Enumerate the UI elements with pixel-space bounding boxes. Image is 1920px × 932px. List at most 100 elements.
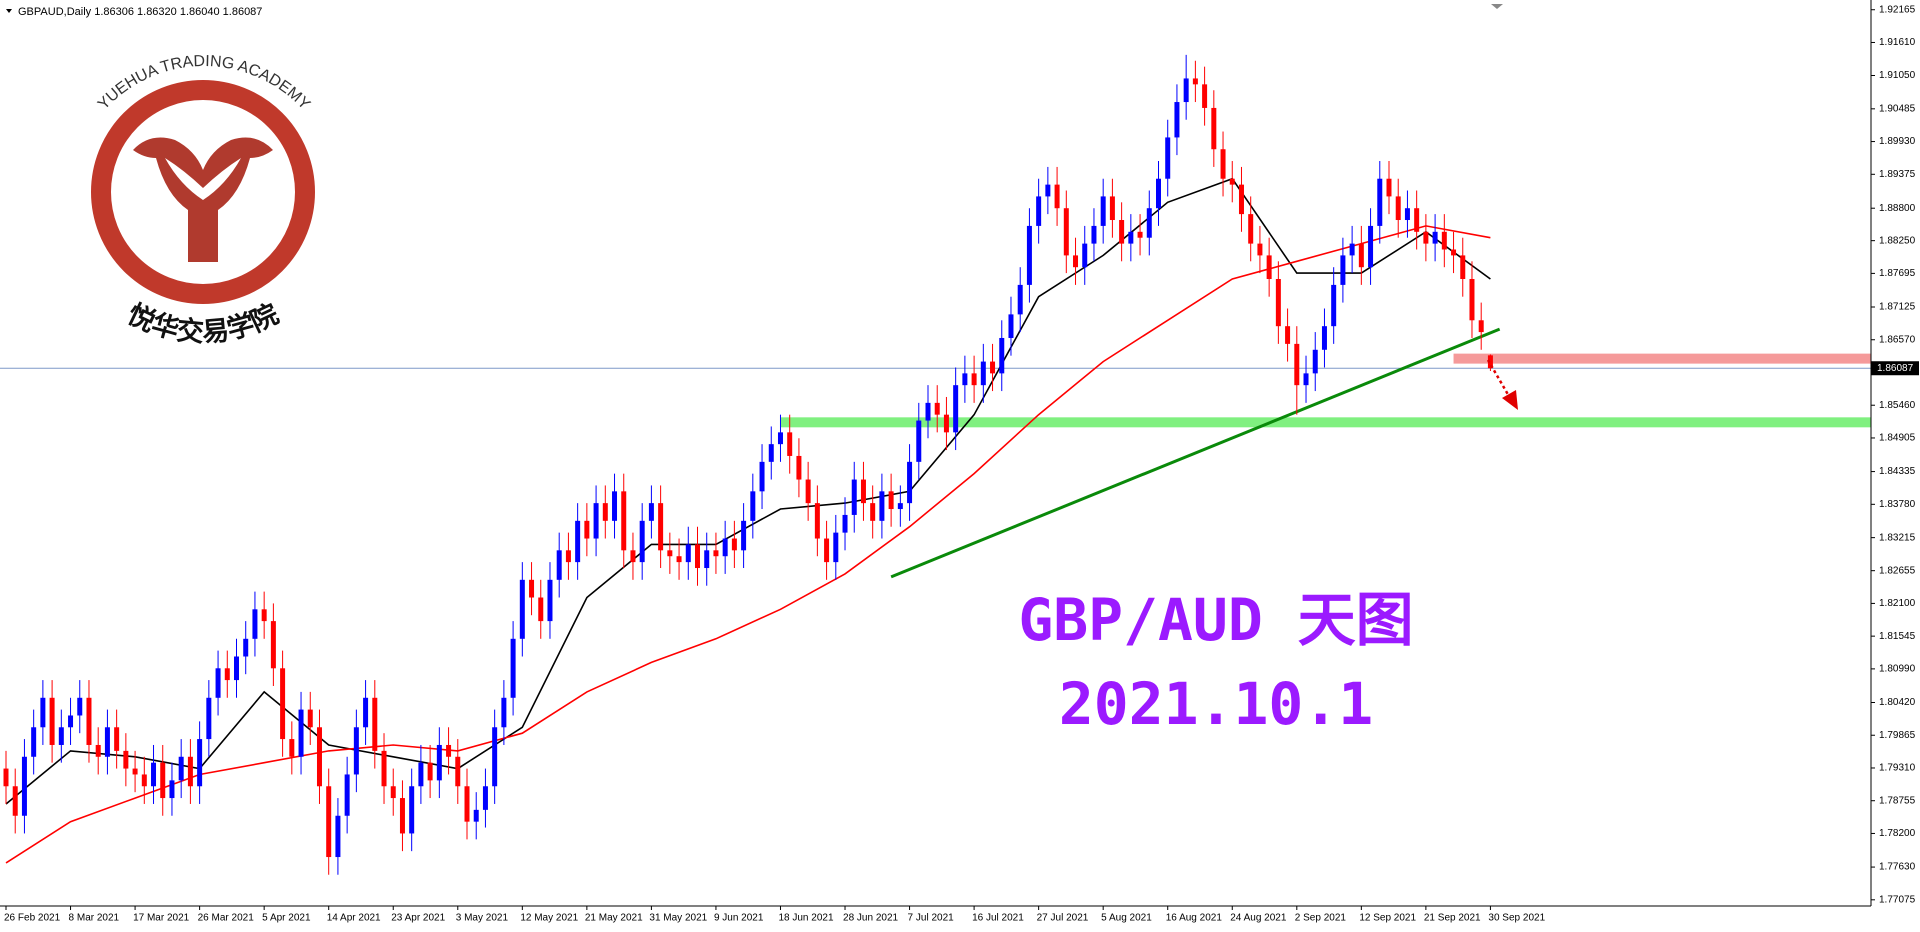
chart-subtitle: 2021.10.1 [1059,670,1373,738]
scroll-marker[interactable] [1491,4,1503,9]
y-tick-label: 1.89930 [1879,136,1916,147]
candle-body [1128,231,1134,244]
candle-body [390,786,396,799]
logo: YUEHUA TRADING ACADEMY 悦华交易学院 [91,53,315,348]
candle-body [446,744,452,757]
candle-body [1469,278,1475,321]
candle-body [759,461,765,492]
candle-body [1045,184,1051,197]
candle-body [1165,137,1171,179]
candle-body [630,550,636,563]
candle-body [381,750,387,787]
y-tick-label: 1.78755 [1879,795,1916,806]
candle-body [556,550,562,580]
candle-body [326,786,332,858]
candle-body [519,579,525,639]
candle-body [1211,107,1217,150]
candle-body [1229,178,1235,185]
candle-body [667,550,673,557]
candle-body [648,503,654,521]
candle-body [741,520,747,551]
candle-body [593,503,599,539]
x-tick-label: 21 May 2021 [585,913,643,924]
candle-body [1248,214,1254,244]
candle-body [1174,102,1180,138]
candle-body [141,774,147,787]
x-tick-label: 26 Feb 2021 [4,913,61,924]
candle-body [123,750,129,769]
candle-body [824,538,830,563]
candle-body [1386,178,1392,197]
candle-body [215,668,221,698]
candle-body [1137,231,1143,238]
candle-body [418,762,424,787]
candle-body [1073,255,1079,268]
candle-body [602,503,608,521]
candle-body [768,444,774,462]
candle-body [713,550,719,557]
x-tick-label: 5 Apr 2021 [262,913,311,924]
candle-body [1423,231,1429,244]
menu-triangle[interactable] [6,9,12,13]
candle-body [1312,349,1318,374]
candle-body [289,739,295,757]
candle-body [1257,243,1263,256]
last-price-box [1871,361,1919,376]
x-tick-label: 21 Sep 2021 [1424,913,1481,924]
candle-body [169,780,175,799]
forecast-arrow-head [1502,390,1518,410]
candle-body [612,491,618,521]
candle-body [261,609,267,622]
candle-body [1008,314,1014,338]
candle-body [796,455,802,480]
y-tick-label: 1.78200 [1879,828,1916,839]
candle-body [971,373,977,386]
candle-body [621,491,627,551]
candle-body [12,786,18,816]
candle-body [482,786,488,810]
candle-body [132,768,138,775]
candle-body [372,697,378,751]
y-tick-label: 1.80990 [1879,664,1916,675]
x-tick-label: 3 May 2021 [456,913,509,924]
y-tick-label: 1.79310 [1879,763,1916,774]
x-tick-label: 2 Sep 2021 [1295,913,1347,924]
level-zone [1453,353,1871,364]
candle-body [197,739,203,787]
candle-body [980,361,986,386]
candle-body [151,762,157,787]
x-tick-label: 5 Aug 2021 [1101,913,1152,924]
plot-area [0,54,1871,875]
candle-body [353,727,359,775]
y-tick-label: 1.82100 [1879,598,1916,609]
candle-body [1377,178,1383,226]
candle-body [990,361,996,374]
x-tick-label: 12 May 2021 [520,913,578,924]
candle-body [1294,343,1300,386]
candle-body [1441,231,1447,250]
candle-body [833,532,839,563]
candle-body [695,544,700,569]
candle-body [879,491,885,521]
y-tick-label: 1.87125 [1879,302,1916,313]
candle-body [1266,255,1272,279]
y-tick-label: 1.92165 [1879,4,1916,15]
candle-body [68,715,74,728]
x-tick-label: 17 Mar 2021 [133,913,190,924]
logo-emblem-cut [165,158,241,200]
candle-body [160,762,166,799]
candle-body [1460,255,1466,279]
chart-title: GBP/AUD 天图 [1018,586,1413,654]
candle-body [1109,196,1115,221]
y-tick-label: 1.90485 [1879,103,1916,114]
y-tick-label: 1.81545 [1879,631,1916,642]
candle-body [1082,243,1088,268]
candle-body [473,809,479,822]
x-tick-label: 12 Sep 2021 [1359,913,1416,924]
candle-body [658,503,664,551]
candle-body [224,668,230,681]
candle-body [104,727,110,757]
candle-body [234,656,239,681]
candle-body [1091,225,1097,244]
candle-body [298,709,304,757]
